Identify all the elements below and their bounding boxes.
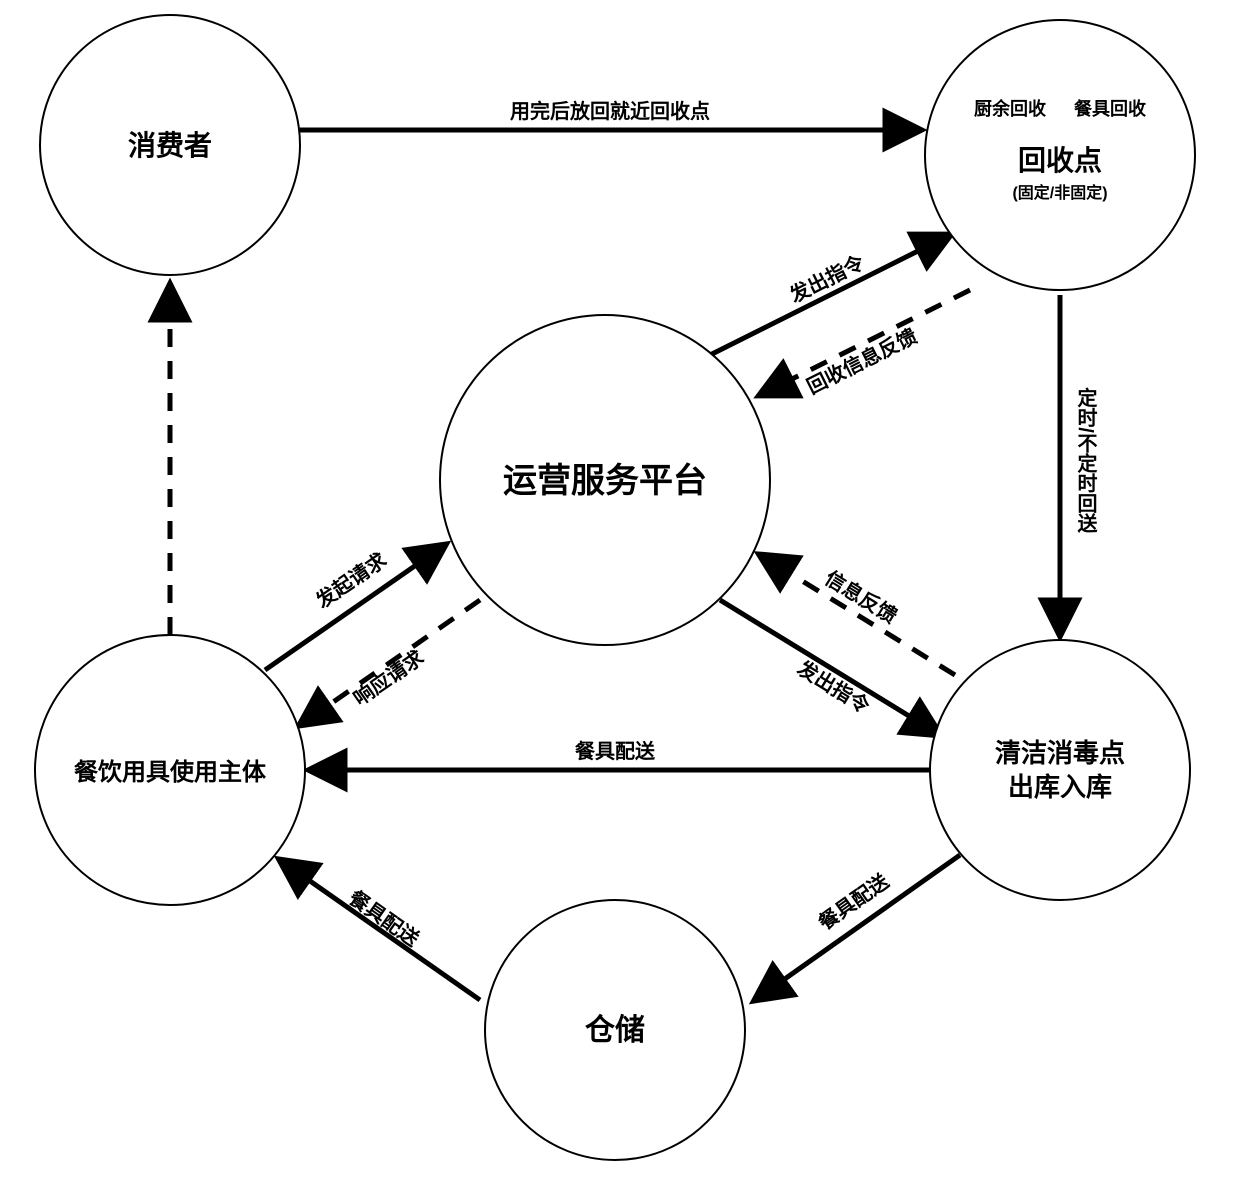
- node-storage: 仓储: [485, 900, 745, 1160]
- node-recycle-topright: 餐具回收: [1073, 98, 1146, 119]
- edge-platform-to-user: 响应请求: [285, 600, 500, 758]
- edge-clean-to-platform: 信息反馈: [755, 540, 960, 675]
- edge-label-consumer-to-recycle: 用完后放回就近回收点: [510, 99, 710, 123]
- edge-recycle-to-platform: 回收信息反馈: [760, 290, 970, 420]
- edge-storage-to-user: 餐具配送: [270, 847, 490, 1001]
- node-user-label: 餐饮用具使用主体: [74, 759, 267, 786]
- node-clean-line2: 出库入库: [1008, 772, 1112, 802]
- edge-platform-to-clean: 发出指令: [700, 600, 960, 773]
- edge-label-clean-to-storage: 餐具配送: [814, 868, 894, 934]
- edge-clean-to-user: 餐具配送: [310, 739, 930, 770]
- node-recycle-topleft: 厨余回收: [974, 98, 1046, 119]
- node-platform-label: 运营服务平台: [503, 462, 707, 500]
- node-recycle-main: 回收点: [1018, 145, 1102, 176]
- edge-recycle-to-clean: 定时/不定时回送: [1060, 295, 1097, 635]
- edge-consumer-to-recycle: 用完后放回就近回收点: [300, 99, 920, 130]
- edge-label-recycle-to-platform: 回收信息反馈: [803, 324, 921, 399]
- edge-label-recycle-to-clean: 定时/不定时回送: [1074, 386, 1097, 534]
- node-consumer: 消费者: [40, 15, 300, 275]
- node-recycle-sub: (固定/非固定): [1012, 183, 1107, 202]
- edge-clean-to-storage: 餐具配送: [755, 835, 960, 1000]
- node-recycle-point: 厨余回收 餐具回收 回收点 (固定/非固定): [925, 20, 1195, 290]
- node-storage-label: 仓储: [585, 1014, 645, 1047]
- node-clean-point: 清洁消毒点 出库入库: [930, 640, 1190, 900]
- edge-label-storage-to-user: 餐具配送: [344, 885, 424, 951]
- flow-diagram: 用完后放回就近回收点 发出指令 回收信息反馈 定时/不定时回送 信息反馈 发出指…: [0, 0, 1240, 1194]
- edge-label-platform-to-user: 响应请求: [349, 645, 429, 710]
- node-consumer-label: 消费者: [128, 130, 212, 161]
- node-platform: 运营服务平台: [440, 315, 770, 645]
- edge-label-user-to-platform: 发起请求: [310, 548, 391, 614]
- edge-label-clean-to-user: 餐具配送: [575, 739, 656, 763]
- edge-user-to-platform: 发起请求: [255, 517, 455, 670]
- node-clean-line1: 清洁消毒点: [995, 738, 1125, 768]
- node-user-entity: 餐饮用具使用主体: [35, 635, 305, 905]
